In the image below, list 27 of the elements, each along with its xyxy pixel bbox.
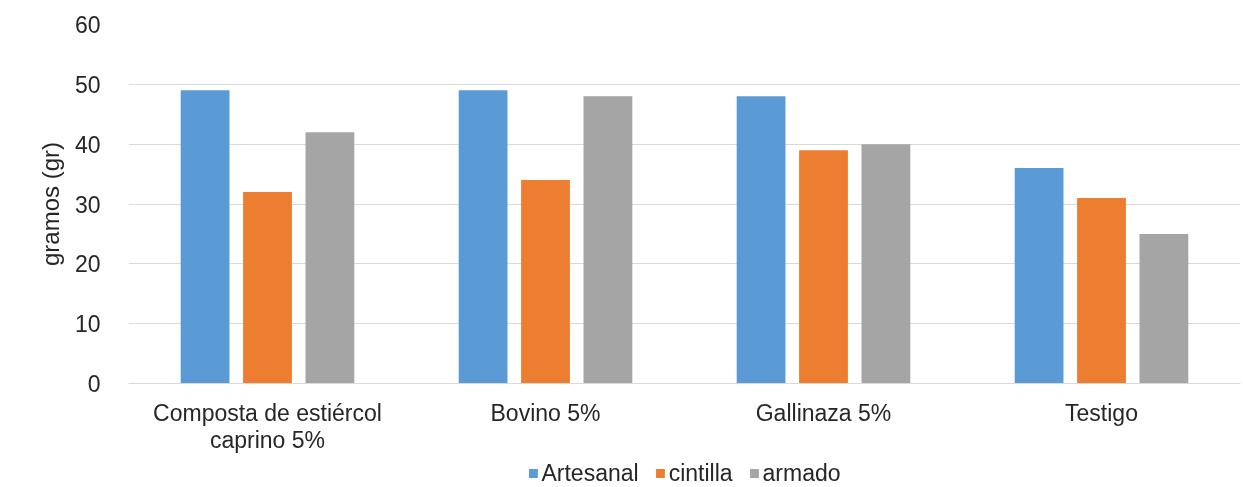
bar — [243, 192, 292, 384]
bar — [521, 180, 570, 384]
x-tick-label: Testigo — [1065, 399, 1138, 426]
bar — [1139, 233, 1189, 384]
legend-label: armado — [762, 459, 841, 487]
y-tick-label: 60 — [74, 12, 101, 38]
y-tick-label: 30 — [74, 191, 101, 218]
bar — [861, 144, 911, 384]
bar — [458, 90, 508, 384]
y-tick-label: 50 — [74, 71, 101, 98]
bar — [736, 96, 786, 384]
bar — [583, 96, 633, 384]
x-tick-label: Gallinaza 5% — [755, 399, 892, 426]
y-axis-title: gramos (gr) — [36, 141, 64, 267]
legend-label: Artesanal — [541, 459, 639, 487]
y-tick-label: 40 — [74, 131, 101, 158]
bar — [180, 90, 230, 384]
bar — [305, 132, 355, 384]
x-tick-label: Composta de estiércol caprino 5% — [153, 399, 382, 453]
bar — [1077, 198, 1126, 384]
bar — [1014, 168, 1064, 384]
y-tick-label: 10 — [74, 311, 101, 338]
x-tick-label: Bovino 5% — [490, 399, 601, 426]
y-tick-label: 0 — [87, 371, 101, 397]
legend-label: cintilla — [668, 459, 733, 487]
bar — [799, 150, 848, 384]
y-tick-label: 20 — [74, 251, 101, 278]
